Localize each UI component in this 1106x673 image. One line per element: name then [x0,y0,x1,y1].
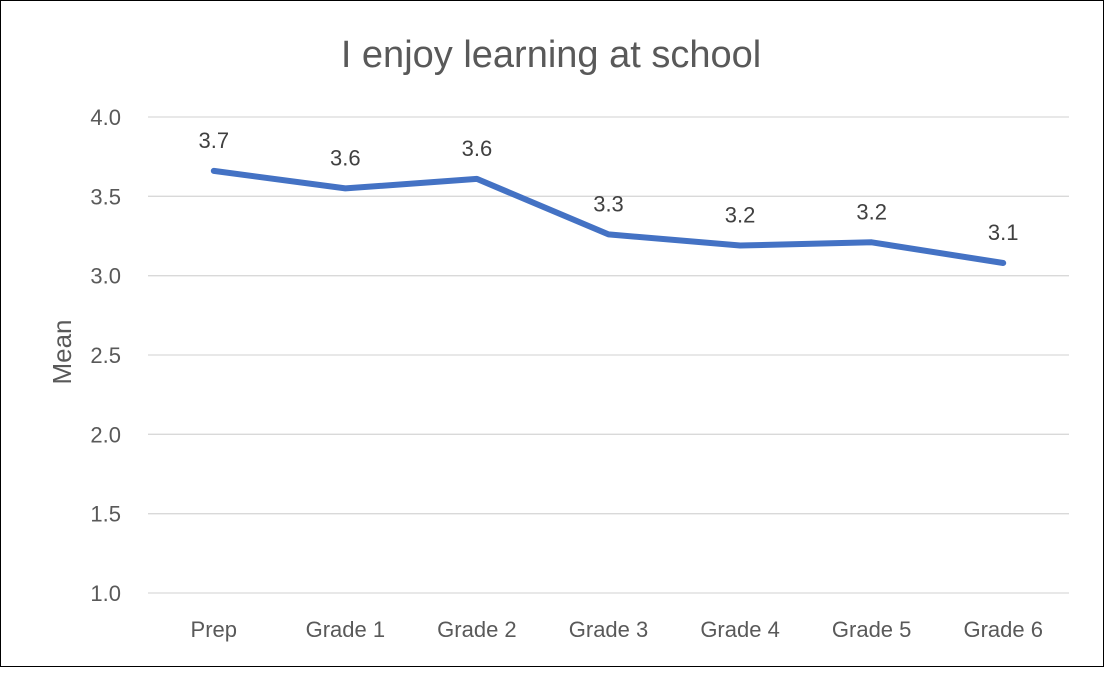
y-tick-label: 3.0 [90,264,121,289]
y-axis-title: Mean [47,319,77,384]
y-tick-label: 3.5 [90,184,121,209]
data-label: 3.1 [988,220,1019,245]
chart-title: I enjoy learning at school [341,34,761,76]
data-label: 3.2 [725,203,756,228]
x-tick-label: Grade 2 [437,617,517,642]
y-tick-label: 1.0 [90,581,121,606]
data-label: 3.6 [462,136,493,161]
x-tick-label: Grade 6 [963,617,1043,642]
data-label: 3.6 [330,145,361,170]
x-tick-label: Grade 4 [700,617,780,642]
gridlines [148,117,1069,593]
y-tick-label: 2.0 [90,422,121,447]
data-label: 3.2 [856,199,887,224]
y-tick-label: 4.0 [90,105,121,130]
y-tick-label: 1.5 [90,502,121,527]
x-tick-label: Grade 1 [306,617,386,642]
y-axis-ticks: 1.0 1.5 2.0 2.5 3.0 3.5 4.0 [90,105,121,606]
x-tick-label: Grade 5 [832,617,912,642]
x-tick-label: Prep [191,617,237,642]
data-label: 3.3 [593,191,624,216]
data-label: 3.7 [198,128,229,153]
x-axis-ticks: Prep Grade 1 Grade 2 Grade 3 Grade 4 Grade 5 G… [191,617,1043,642]
x-tick-label: Grade 3 [569,617,649,642]
y-tick-label: 2.5 [90,343,121,368]
